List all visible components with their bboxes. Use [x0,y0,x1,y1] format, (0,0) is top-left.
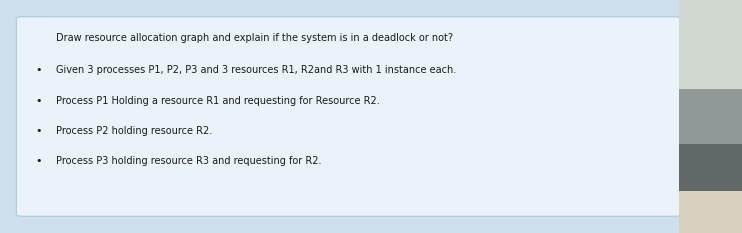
Text: Given 3 processes P1, P2, P3 and 3 resources R1, R2and R3 with 1 instance each.: Given 3 processes P1, P2, P3 and 3 resou… [56,65,456,75]
Text: •: • [36,96,42,106]
Text: Process P2 holding resource R2.: Process P2 holding resource R2. [56,126,212,136]
FancyBboxPatch shape [679,191,742,233]
FancyBboxPatch shape [679,0,742,89]
Text: Process P3 holding resource R3 and requesting for R2.: Process P3 holding resource R3 and reque… [56,156,321,166]
Text: Process P1 Holding a resource R1 and requesting for Resource R2.: Process P1 Holding a resource R1 and req… [56,96,379,106]
Text: Draw resource allocation graph and explain if the system is in a deadlock or not: Draw resource allocation graph and expla… [56,33,453,43]
FancyBboxPatch shape [16,17,681,216]
Text: •: • [36,65,42,75]
Text: •: • [36,156,42,166]
FancyBboxPatch shape [679,89,742,144]
FancyBboxPatch shape [679,144,742,191]
Text: •: • [36,126,42,136]
